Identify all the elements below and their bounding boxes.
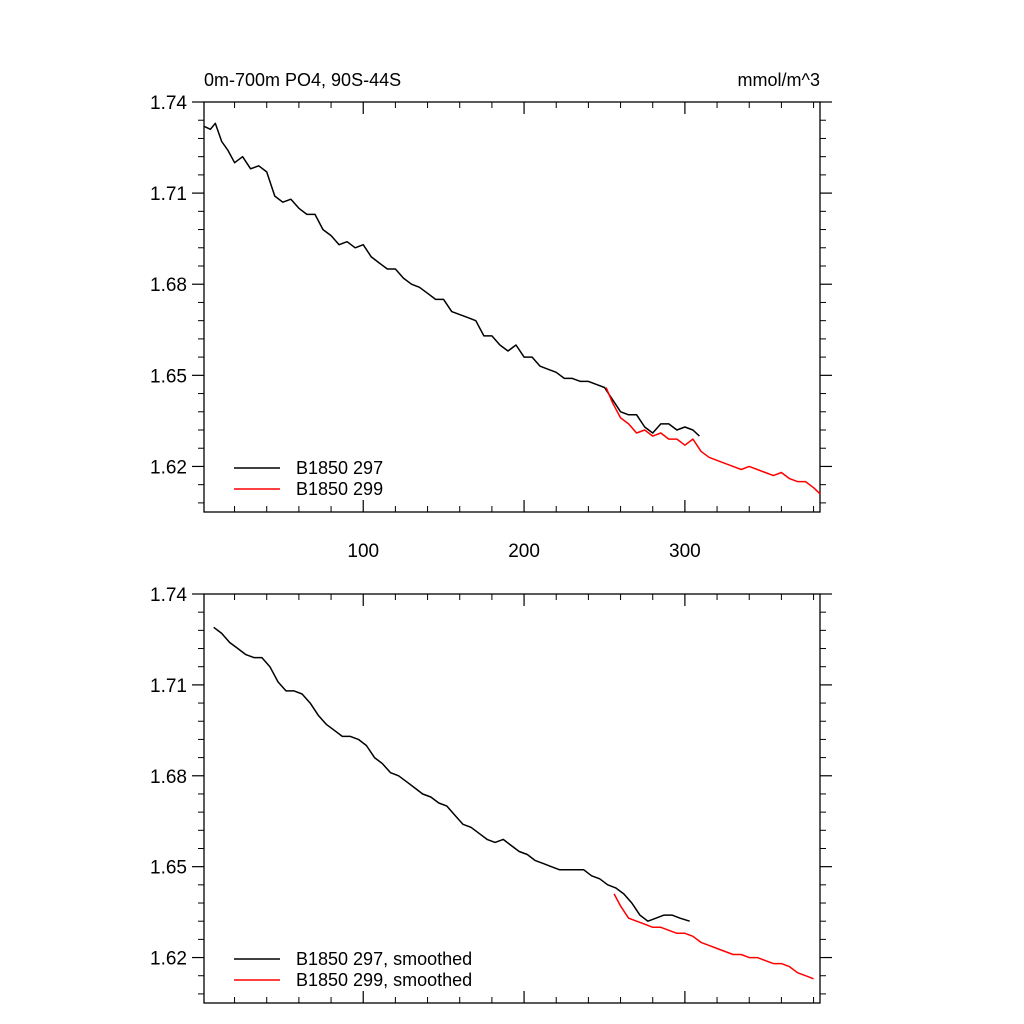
y-tick-label: 1.65 [150,366,187,387]
y-tick-label: 1.74 [150,585,187,606]
y-tick-label: 1.68 [150,767,187,788]
bottom-plot-area: 1.62 1.65 1.68 1.71 1.74 B1850 297, smoothedB… [150,585,832,1004]
top-plot-area: 1.62 1.65 1.68 1.71 1.74 100 200 300 B1850 297B1… [150,93,832,562]
y-tick-label: 1.62 [150,457,187,478]
x-tick-label: 300 [669,541,701,562]
series-line-red [613,893,814,980]
top-plot-frame [203,101,821,513]
legend-label: B1850 299, smoothed [296,970,472,990]
x-tick-label: 100 [347,541,379,562]
legend-label: B1850 297 [296,458,383,478]
bottom-panel: 1.62 1.65 1.68 1.71 1.74 B1850 297, smoothedB… [150,585,832,1004]
y-tick-label: 1.71 [150,676,187,697]
series-line-black [203,122,700,437]
top-panel: 0m-700m PO4, 90S-44S mmol/m^3 1.621.651.… [150,70,832,562]
y-tick-label: 1.68 [150,275,187,296]
y-tick-label: 1.71 [150,184,187,205]
series-line-black [213,626,690,922]
y-tick-label: 1.62 [150,949,187,970]
series-line-red [605,387,821,495]
bottom-plot-frame [203,593,821,1004]
x-tick-label: 200 [508,541,540,562]
chart-title: 0m-700m PO4, 90S-44S [204,70,401,90]
y-tick-label: 1.74 [150,93,187,114]
legend-label: B1850 299 [296,479,383,499]
legend-label: B1850 297, smoothed [296,949,472,969]
y-tick-label: 1.65 [150,858,187,879]
units-label: mmol/m^3 [738,70,820,90]
